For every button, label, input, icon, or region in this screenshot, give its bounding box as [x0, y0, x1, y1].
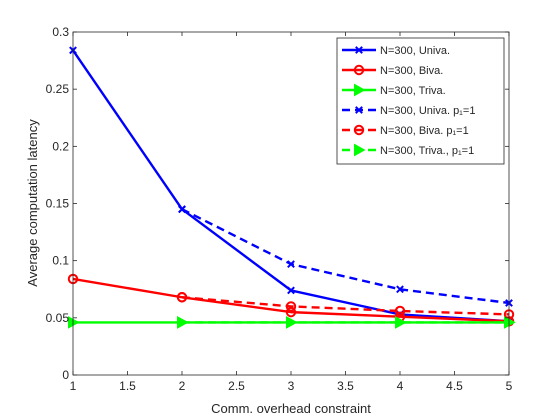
x-tick-label: 2 [179, 379, 186, 393]
x-tick-label: 4 [397, 379, 404, 393]
y-tick-label: 0.25 [46, 82, 70, 96]
series-line [181, 296, 510, 316]
data-point [504, 316, 516, 329]
legend-marker [354, 83, 366, 97]
y-axis-label: Average computation latency [25, 119, 40, 287]
data-point [178, 205, 186, 214]
series-line [72, 277, 510, 323]
legend: N=300, Univa. N=300, Biva. N=300, Triva. N=… [336, 37, 505, 165]
data-point [285, 301, 297, 312]
x-tick-label: 3.5 [337, 379, 354, 393]
y-axis: 0 0.05 0.1 0.15 0.2 0.25 0.3 [46, 25, 509, 382]
data-point [68, 316, 80, 329]
x-tick-label: 3 [288, 379, 295, 393]
data-point [287, 260, 295, 269]
y-tick-label: 0.1 [52, 254, 69, 268]
legend-marker [355, 46, 363, 54]
legend-box [336, 37, 505, 165]
x-axis: 1 1.5 2 2.5 3 3.5 4 4.5 5 [70, 32, 513, 393]
x-tick-label: 5 [506, 379, 513, 393]
legend-marker [353, 64, 365, 76]
x-tick-label: 4.5 [446, 379, 463, 393]
legend-marker [355, 106, 363, 114]
y-tick-label: 0 [62, 368, 69, 382]
data-point [176, 292, 188, 303]
legend-label: N=300, Triva. [380, 85, 446, 97]
x-tick-label: 1.5 [119, 379, 136, 393]
data-point [286, 316, 298, 329]
legend-label: N=300, Triva., p₁=1 [380, 145, 474, 157]
y-tick-label: 0.3 [52, 25, 69, 39]
y-tick-label: 0.2 [52, 139, 69, 153]
x-tick-label: 1 [70, 379, 77, 393]
legend-label: N=300, Biva. [380, 65, 443, 77]
legend-label: N=300, Univa. p₁=1 [380, 105, 475, 117]
legend-marker [353, 124, 365, 136]
x-axis-label: Comm. overhead constraint [211, 401, 371, 416]
data-point [285, 306, 297, 318]
y-tick-label: 0.15 [46, 197, 70, 211]
data-point [287, 286, 295, 295]
data-point [395, 316, 407, 329]
data-point [177, 316, 189, 329]
x-tick-label: 2.5 [228, 379, 245, 393]
data-point [396, 285, 404, 294]
data-point [394, 305, 406, 317]
y-tick-label: 0.05 [46, 311, 70, 325]
legend-label: N=300, Univa. [380, 45, 450, 57]
legend-marker [354, 143, 366, 157]
legend-label: N=300, Biva. p₁=1 [380, 125, 469, 137]
series-line [181, 208, 510, 305]
